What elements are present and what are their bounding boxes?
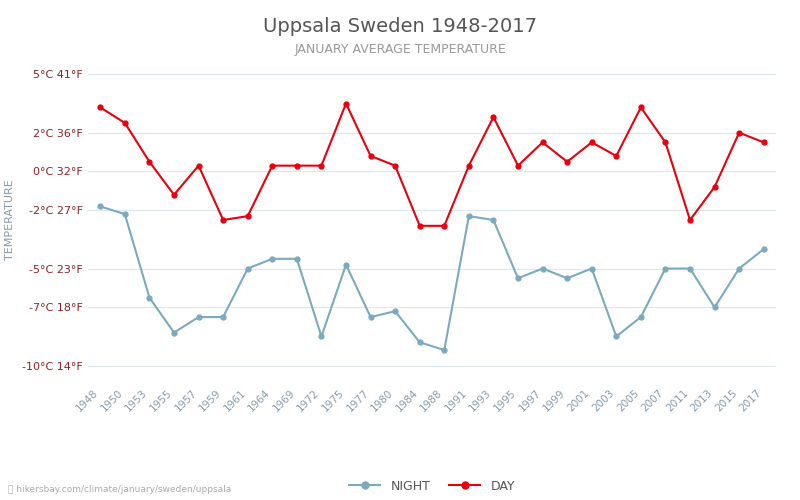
Text: JANUARY AVERAGE TEMPERATURE: JANUARY AVERAGE TEMPERATURE xyxy=(294,42,506,56)
Text: Uppsala Sweden 1948-2017: Uppsala Sweden 1948-2017 xyxy=(263,18,537,36)
Legend: NIGHT, DAY: NIGHT, DAY xyxy=(344,474,520,498)
Y-axis label: TEMPERATURE: TEMPERATURE xyxy=(6,180,15,260)
Text: 🌐 hikersbay.com/climate/january/sweden/uppsala: 🌐 hikersbay.com/climate/january/sweden/u… xyxy=(8,485,231,494)
